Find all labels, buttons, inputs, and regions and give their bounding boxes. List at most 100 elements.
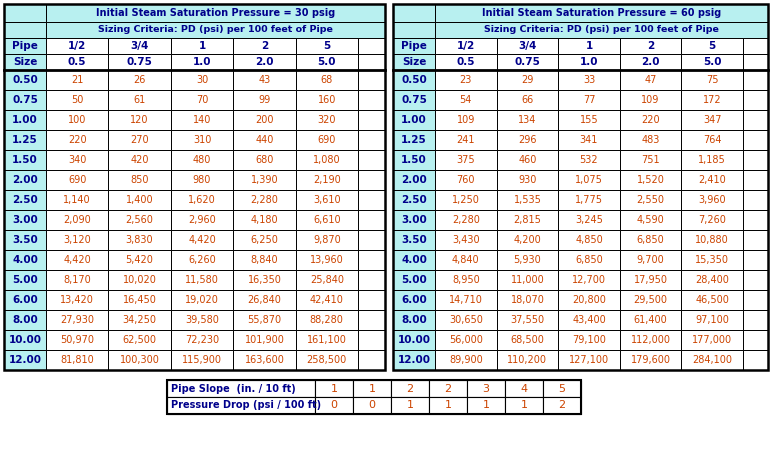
Bar bbox=[46, 270, 108, 290]
Bar bbox=[4, 38, 46, 54]
Bar bbox=[296, 290, 358, 310]
Bar bbox=[46, 210, 108, 230]
Text: 10.00: 10.00 bbox=[8, 335, 42, 345]
Bar bbox=[233, 130, 296, 150]
Text: 5.0: 5.0 bbox=[317, 57, 336, 67]
Bar bbox=[435, 290, 496, 310]
Bar bbox=[558, 250, 620, 270]
Bar bbox=[46, 190, 108, 210]
Bar bbox=[435, 170, 496, 190]
Text: 19,020: 19,020 bbox=[185, 295, 219, 305]
Text: 258,500: 258,500 bbox=[306, 355, 347, 365]
Text: 97,100: 97,100 bbox=[696, 315, 729, 325]
Text: 8.00: 8.00 bbox=[401, 315, 427, 325]
Bar bbox=[743, 330, 768, 350]
Text: 241: 241 bbox=[456, 135, 475, 145]
Text: Pipe: Pipe bbox=[401, 41, 427, 51]
Text: 81,810: 81,810 bbox=[60, 355, 94, 365]
Bar bbox=[233, 110, 296, 130]
Text: 37,550: 37,550 bbox=[510, 315, 544, 325]
Bar bbox=[46, 90, 108, 110]
Bar bbox=[620, 190, 682, 210]
Text: 1.0: 1.0 bbox=[580, 57, 598, 67]
Bar bbox=[358, 70, 385, 90]
Bar bbox=[108, 250, 171, 270]
Text: 161,100: 161,100 bbox=[306, 335, 347, 345]
Text: 109: 109 bbox=[456, 115, 475, 125]
Bar bbox=[505, 380, 543, 397]
Bar bbox=[358, 230, 385, 250]
Text: 347: 347 bbox=[703, 115, 722, 125]
Text: 47: 47 bbox=[645, 75, 657, 85]
Bar bbox=[435, 270, 496, 290]
Bar bbox=[358, 190, 385, 210]
Text: 1: 1 bbox=[585, 41, 593, 51]
Bar bbox=[296, 70, 358, 90]
Text: 5,930: 5,930 bbox=[513, 255, 541, 265]
Text: 1,520: 1,520 bbox=[637, 175, 665, 185]
Bar bbox=[743, 110, 768, 130]
Bar bbox=[46, 22, 385, 38]
Bar bbox=[353, 397, 391, 414]
Bar bbox=[233, 38, 296, 54]
Text: 1: 1 bbox=[482, 400, 489, 410]
Bar bbox=[296, 330, 358, 350]
Bar bbox=[233, 350, 296, 370]
Text: 483: 483 bbox=[642, 135, 660, 145]
Bar bbox=[233, 290, 296, 310]
Bar bbox=[296, 150, 358, 170]
Text: 21: 21 bbox=[71, 75, 83, 85]
Bar bbox=[358, 270, 385, 290]
Bar bbox=[391, 380, 429, 397]
Bar bbox=[46, 110, 108, 130]
Bar bbox=[620, 54, 682, 70]
Text: 43: 43 bbox=[259, 75, 270, 85]
Bar bbox=[620, 150, 682, 170]
Bar bbox=[46, 170, 108, 190]
Bar bbox=[296, 54, 358, 70]
Text: 2.50: 2.50 bbox=[401, 195, 427, 205]
Bar bbox=[393, 150, 435, 170]
Bar bbox=[743, 54, 768, 70]
Text: 5.00: 5.00 bbox=[12, 275, 38, 285]
Bar bbox=[393, 270, 435, 290]
Bar bbox=[682, 54, 743, 70]
Text: Sizing Criteria: PD (psi) per 100 feet of Pipe: Sizing Criteria: PD (psi) per 100 feet o… bbox=[98, 26, 333, 34]
Bar bbox=[743, 70, 768, 90]
Bar bbox=[46, 230, 108, 250]
Bar bbox=[233, 170, 296, 190]
Text: 4,180: 4,180 bbox=[251, 215, 278, 225]
Text: 54: 54 bbox=[459, 95, 472, 105]
Bar bbox=[558, 54, 620, 70]
Bar bbox=[435, 70, 496, 90]
Bar bbox=[391, 397, 429, 414]
Bar bbox=[353, 380, 391, 397]
Bar bbox=[435, 250, 496, 270]
Bar bbox=[171, 350, 233, 370]
Bar bbox=[620, 350, 682, 370]
Bar bbox=[435, 150, 496, 170]
Text: 0.5: 0.5 bbox=[68, 57, 86, 67]
Text: 9,870: 9,870 bbox=[313, 235, 340, 245]
Text: 5.0: 5.0 bbox=[703, 57, 722, 67]
Bar bbox=[171, 110, 233, 130]
Text: 4.00: 4.00 bbox=[12, 255, 38, 265]
Text: 2,280: 2,280 bbox=[250, 195, 279, 205]
Bar bbox=[558, 210, 620, 230]
Text: 16,450: 16,450 bbox=[123, 295, 157, 305]
Bar bbox=[233, 330, 296, 350]
Text: 2: 2 bbox=[558, 400, 566, 410]
Bar bbox=[46, 54, 108, 70]
Bar bbox=[358, 90, 385, 110]
Text: 1/2: 1/2 bbox=[457, 41, 475, 51]
Bar bbox=[743, 90, 768, 110]
Bar bbox=[558, 230, 620, 250]
Bar bbox=[393, 70, 435, 90]
Bar bbox=[435, 54, 496, 70]
Bar bbox=[296, 130, 358, 150]
Text: 5: 5 bbox=[558, 383, 566, 393]
Bar bbox=[358, 110, 385, 130]
Text: 7,260: 7,260 bbox=[698, 215, 726, 225]
Bar bbox=[4, 90, 46, 110]
Text: 220: 220 bbox=[68, 135, 86, 145]
